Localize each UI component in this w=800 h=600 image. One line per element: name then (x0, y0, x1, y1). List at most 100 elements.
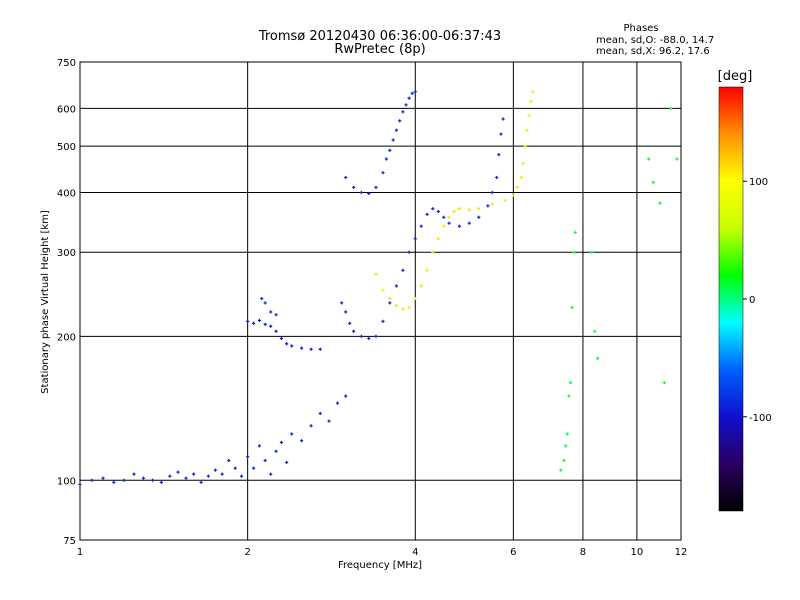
data-point (233, 466, 237, 470)
data-point (260, 296, 264, 301)
data-point (367, 336, 371, 341)
x-tick-label: 8 (580, 547, 586, 558)
data-point (419, 284, 423, 288)
y-tick-label: 100 (57, 476, 76, 487)
phase-stats-header: Phases (623, 23, 658, 34)
data-point (344, 394, 348, 398)
data-point (495, 175, 499, 180)
data-point (436, 237, 440, 241)
data-point (359, 190, 363, 195)
data-point (562, 458, 566, 463)
data-point (394, 284, 399, 288)
data-point (359, 334, 363, 338)
data-point (398, 119, 402, 123)
data-point (381, 171, 385, 175)
data-point (413, 90, 417, 94)
colorbar-tick-label: -100 (749, 413, 772, 424)
data-point (511, 193, 515, 197)
data-point (220, 472, 224, 476)
data-point (340, 301, 344, 305)
y-axis-ticks: 75 100 200 300 400 500 600 750 (57, 58, 76, 547)
data-point (101, 476, 105, 480)
data-point (206, 474, 210, 478)
y-tick-label: 300 (57, 248, 76, 259)
data-point (675, 157, 679, 161)
data-point (447, 221, 451, 225)
data-point (564, 444, 568, 448)
data-point (452, 209, 456, 214)
data-point (290, 432, 294, 436)
data-point (486, 204, 490, 208)
data-point (384, 157, 389, 161)
data-point (401, 307, 405, 311)
data-point (246, 455, 250, 459)
data-point (246, 319, 250, 323)
data-point (477, 215, 481, 219)
data-point (348, 321, 352, 325)
x-tick-label: 4 (412, 547, 418, 558)
data-point (436, 209, 440, 214)
data-point (413, 296, 417, 301)
data-point (527, 113, 531, 117)
data-point (503, 198, 507, 203)
chart-title: Tromsø 20120430 06:36:00-06:37:43 (258, 29, 501, 44)
data-point (419, 224, 423, 228)
grid-lines (80, 62, 681, 540)
colorbar-tick-label: 100 (749, 177, 768, 188)
data-point (381, 319, 385, 323)
data-point (90, 478, 94, 482)
data-point (199, 480, 203, 484)
data-point (568, 381, 573, 385)
data-point (279, 440, 284, 445)
data-point (367, 191, 371, 196)
x-tick-label: 10 (631, 547, 644, 558)
data-point (565, 432, 569, 436)
data-point (335, 401, 340, 405)
y-tick-label: 500 (57, 142, 76, 153)
x-tick-label: 1 (77, 547, 83, 558)
data-point (590, 250, 594, 254)
data-point (290, 344, 294, 348)
data-point (570, 305, 574, 309)
data-point (213, 468, 217, 472)
data-point (413, 237, 417, 241)
data-point (490, 190, 494, 195)
data-point (567, 394, 571, 398)
data-point (669, 106, 673, 110)
data-point (344, 310, 348, 314)
x-tick-label: 6 (510, 547, 516, 558)
data-point (401, 268, 405, 272)
data-point (78, 482, 82, 487)
data-point (227, 458, 231, 463)
data-point (521, 161, 525, 166)
data-point (274, 449, 278, 453)
data-point (477, 207, 481, 211)
data-point (490, 202, 494, 206)
colorbar-ticks: 100 0 -100 (743, 177, 772, 424)
data-point (457, 207, 461, 211)
data-points (78, 90, 679, 487)
data-point (467, 221, 471, 225)
data-point (497, 153, 501, 157)
data-point (352, 329, 356, 333)
data-point (593, 329, 597, 333)
x-tick-label: 12 (675, 547, 688, 558)
data-point (531, 90, 535, 94)
colorbar (718, 86, 744, 512)
data-point (192, 472, 196, 476)
data-point (279, 336, 284, 341)
data-point (274, 329, 278, 333)
data-point (573, 230, 577, 235)
phase-stats-x: mean, sd,X: 96.2, 17.6 (596, 46, 710, 57)
data-point (388, 296, 392, 301)
colorbar-tick-label: 0 (749, 295, 755, 306)
data-point (529, 99, 533, 104)
phase-stats-o: mean, sd,O: -88.0, 14.7 (596, 35, 714, 46)
data-point (658, 201, 662, 205)
data-point (309, 347, 313, 351)
data-point (269, 310, 273, 314)
data-point (595, 356, 600, 360)
data-point (239, 474, 244, 478)
data-point (159, 480, 163, 484)
